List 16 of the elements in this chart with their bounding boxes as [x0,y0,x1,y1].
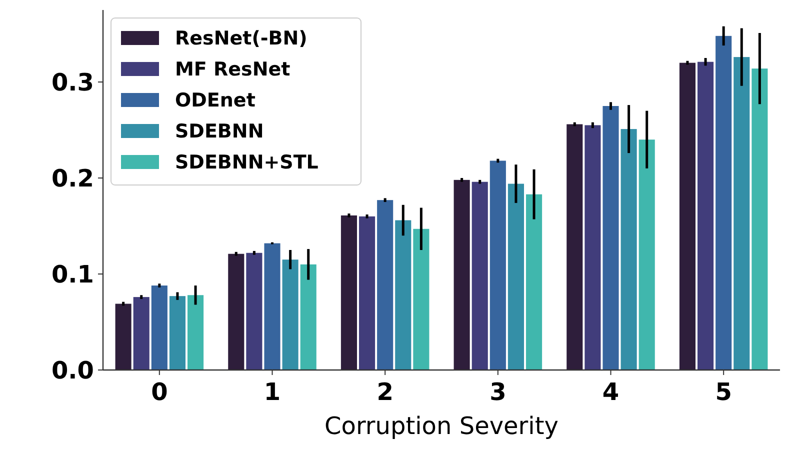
x-tick-label: 0 [151,378,168,406]
x-tick-label: 1 [264,378,281,406]
x-tick-label: 4 [602,378,620,406]
x-tick-label: 3 [490,378,506,406]
legend-label: ResNet(-BN) [175,28,308,50]
y-tick-label: 0.0 [51,356,94,384]
legend-label: ODEnet [175,90,256,112]
x-axis-title: Corruption Severity [324,412,558,440]
x-tick-label: 2 [376,378,394,406]
y-tick-label: 0.3 [51,68,94,96]
legend-label: SDEBNN [175,120,264,143]
x-tick-label: 5 [715,378,732,406]
legend-label: SDEBNN+STL [175,152,318,174]
y-tick-label: 0.2 [51,164,94,192]
legend-label: MF ResNet [175,58,290,81]
y-tick-label: 0.1 [51,260,94,288]
